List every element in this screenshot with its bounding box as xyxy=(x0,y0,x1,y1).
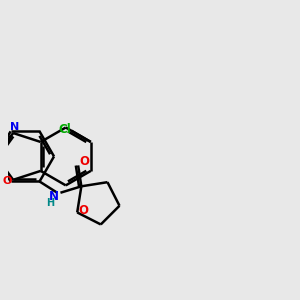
Text: N: N xyxy=(49,190,59,203)
Text: Cl: Cl xyxy=(58,123,71,136)
Text: N: N xyxy=(10,122,20,132)
Text: O: O xyxy=(78,204,88,217)
Text: H: H xyxy=(46,198,54,208)
Text: O: O xyxy=(79,155,89,168)
Text: O: O xyxy=(3,176,12,186)
